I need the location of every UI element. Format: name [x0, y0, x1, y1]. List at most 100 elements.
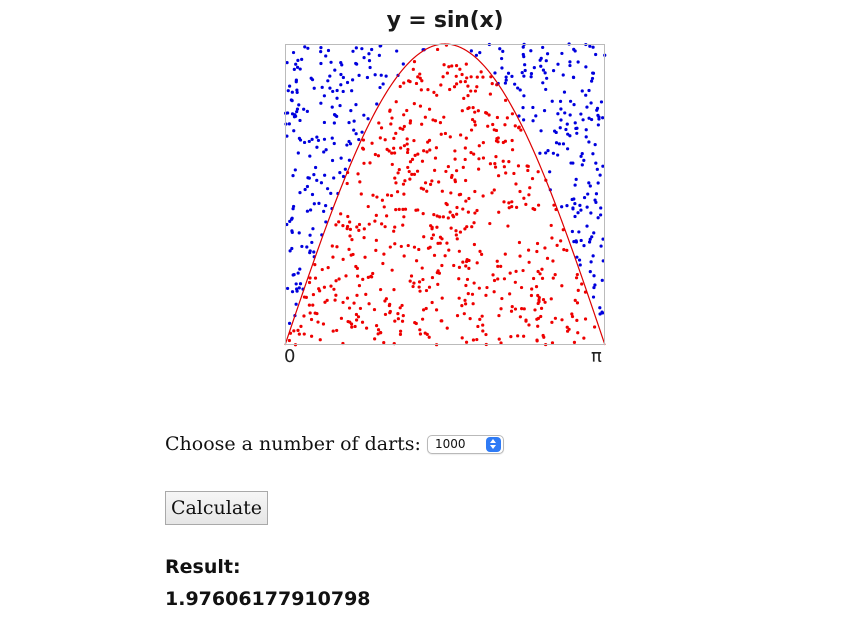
- dart-point-outside: [582, 195, 587, 200]
- dart-point-inside: [502, 200, 506, 204]
- dart-point-inside: [389, 122, 393, 126]
- dart-point-outside: [367, 52, 371, 56]
- dart-point-inside: [322, 285, 327, 289]
- dart-point-inside: [313, 311, 317, 315]
- dart-point-inside: [441, 215, 445, 219]
- dart-point-inside: [367, 222, 371, 226]
- dart-point-outside: [598, 312, 602, 316]
- dart-point-inside: [420, 159, 425, 163]
- sine-curve: [284, 43, 606, 346]
- dart-point-inside: [549, 297, 553, 301]
- dart-point-inside: [382, 252, 386, 256]
- dart-point-inside: [402, 81, 406, 85]
- dart-point-outside: [330, 105, 334, 109]
- dart-point-inside: [354, 312, 359, 317]
- dart-point-outside: [355, 62, 359, 66]
- dart-point-inside: [464, 178, 468, 183]
- dart-point-outside: [324, 203, 328, 208]
- dart-point-inside: [402, 124, 406, 129]
- dart-point-inside: [580, 282, 584, 286]
- dart-point-inside: [457, 296, 461, 300]
- dart-point-inside: [350, 325, 354, 329]
- dart-point-inside: [344, 274, 348, 278]
- dart-point-inside: [481, 194, 485, 198]
- dart-point-outside: [341, 75, 345, 80]
- dart-point-outside: [529, 71, 534, 76]
- dart-point-inside: [308, 276, 312, 280]
- dart-point-outside: [328, 74, 332, 78]
- dart-point-outside: [298, 267, 302, 271]
- dart-point-inside: [473, 123, 477, 127]
- dart-point-inside: [522, 334, 526, 338]
- dart-point-outside: [579, 112, 583, 116]
- dart-point-inside: [453, 178, 457, 182]
- dart-point-inside: [393, 242, 397, 246]
- dart-point-outside: [322, 120, 326, 125]
- dart-point-inside: [430, 300, 434, 305]
- dart-point-outside: [288, 84, 292, 88]
- dart-point-inside: [475, 261, 479, 265]
- dart-point-inside: [501, 159, 505, 163]
- dart-point-inside: [437, 180, 441, 184]
- dart-point-inside: [454, 74, 458, 78]
- dart-point-inside: [392, 288, 396, 292]
- dart-point-inside: [527, 323, 531, 327]
- dart-point-inside: [492, 188, 496, 192]
- dart-point-outside: [373, 73, 377, 77]
- dart-point-inside: [502, 277, 507, 281]
- dart-point-outside: [592, 285, 596, 290]
- dart-point-inside: [492, 278, 497, 283]
- dart-point-outside: [589, 211, 593, 215]
- dart-point-outside: [580, 163, 584, 167]
- dart-point-outside: [324, 220, 328, 224]
- dart-point-inside: [469, 89, 473, 93]
- dart-point-inside: [452, 85, 457, 89]
- dart-point-inside: [320, 267, 324, 272]
- dart-point-outside: [290, 217, 294, 221]
- dart-point-inside: [313, 276, 318, 280]
- dart-point-inside: [435, 47, 440, 52]
- dart-point-outside: [332, 176, 336, 180]
- dart-point-outside: [566, 147, 570, 151]
- dart-point-inside: [467, 196, 471, 201]
- dart-point-inside: [361, 277, 365, 281]
- dart-point-inside: [552, 203, 556, 207]
- dart-point-inside: [518, 315, 522, 319]
- dart-point-outside: [357, 137, 361, 142]
- dart-point-inside: [447, 65, 451, 69]
- dart-point-inside: [512, 171, 516, 176]
- dart-point-outside: [300, 57, 304, 62]
- dart-point-inside: [418, 72, 422, 76]
- dart-point-inside: [451, 213, 455, 217]
- dart-point-outside: [341, 89, 345, 94]
- dart-point-inside: [313, 263, 317, 267]
- dart-point-inside: [420, 122, 424, 126]
- dart-point-inside: [425, 150, 429, 154]
- dart-point-inside: [506, 224, 510, 228]
- dart-point-inside: [467, 106, 471, 110]
- dart-point-inside: [539, 306, 544, 310]
- dart-point-inside: [358, 306, 363, 311]
- dart-point-outside: [551, 69, 556, 73]
- dart-point-outside: [568, 113, 572, 117]
- dart-point-inside: [510, 148, 515, 152]
- dart-point-inside: [465, 277, 470, 282]
- dart-point-outside: [542, 109, 547, 113]
- dart-point-inside: [495, 259, 499, 263]
- dart-point-inside: [492, 128, 496, 132]
- dart-point-outside: [474, 53, 479, 57]
- dart-point-outside: [568, 134, 572, 138]
- dart-point-inside: [443, 254, 447, 258]
- dart-point-inside: [469, 150, 473, 155]
- dart-point-outside: [379, 73, 383, 77]
- dart-point-inside: [472, 152, 476, 156]
- dart-point-outside: [580, 89, 584, 93]
- dart-point-inside: [457, 265, 462, 269]
- darts-select[interactable]: 1000: [426, 434, 504, 454]
- dart-point-inside: [464, 62, 468, 66]
- dart-point-outside: [290, 229, 294, 233]
- dart-point-outside: [561, 73, 565, 77]
- calculate-button[interactable]: Calculate: [165, 491, 268, 525]
- dart-point-outside: [324, 54, 328, 58]
- dart-point-inside: [455, 314, 460, 318]
